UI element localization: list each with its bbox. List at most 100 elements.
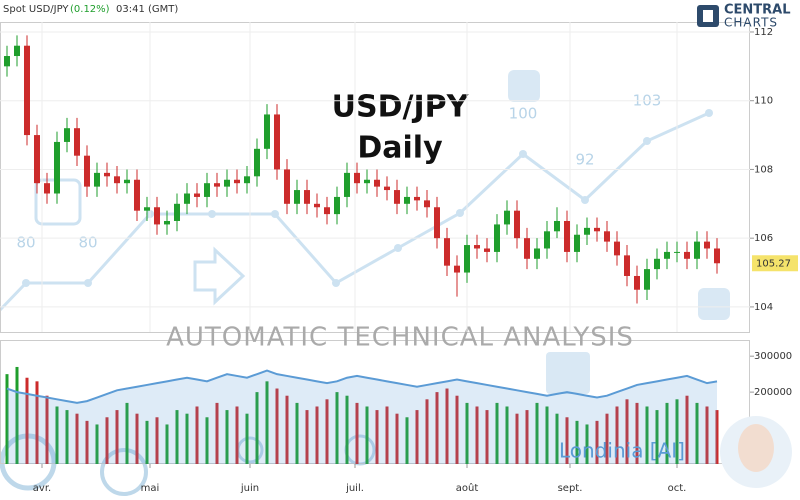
volume-bar [125,402,129,464]
candle-body [114,176,120,184]
volume-bar [215,402,219,464]
chart-title: USD/JPY [332,90,470,125]
volume-bar [245,413,249,464]
volume-bar [345,395,349,464]
volume-bar [685,395,689,464]
volume-bar [465,402,469,464]
volume-bar [505,406,509,464]
avatar-face [738,424,774,472]
candle-body [504,210,510,225]
volume-bar [435,392,439,464]
volume-bar [695,402,699,464]
candle-body [224,179,230,187]
volume-bar [605,413,609,464]
change: (0.12%) [70,4,110,15]
volume-bar [715,410,719,464]
volume-bar [565,417,569,464]
volume-bar [515,413,519,464]
time: 03:41 (GMT) [116,4,178,15]
volume-bar [355,402,359,464]
candle-body [124,179,130,184]
volume-bar [585,424,589,464]
volume-bar [25,377,29,464]
candle-body [144,207,150,211]
volume-bar [305,410,309,464]
y2-tick-label: 200000 [754,387,792,398]
candle-body [354,172,360,184]
candle-body [704,241,710,249]
volume-bar [135,413,139,464]
candle-body [394,190,400,204]
candle-body [104,172,110,177]
candle-body [444,238,450,266]
candle-body [524,238,530,259]
volume-bar [55,406,59,464]
volume-bar [365,406,369,464]
volume-bar [675,399,679,464]
candle-body [714,248,720,264]
x-tick-label: sept. [558,483,583,494]
candle-body [184,193,190,204]
candle-body [534,248,540,259]
candle-body [494,224,500,252]
candle-body [654,258,660,270]
chart-subtitle: Daily [357,131,443,166]
volume-bar [645,406,649,464]
x-tick-label: oct. [668,483,687,494]
volume-bar [375,410,379,464]
volume-bar [155,417,159,464]
candle-body [664,251,670,259]
volume-bar [705,406,709,464]
candle-body [314,203,320,208]
candle-body [454,265,460,273]
volume-bar [265,381,269,464]
candle-body [434,207,440,239]
volume-bar [555,413,559,464]
background-number: 80 [78,234,97,252]
volume-bar [575,420,579,464]
candle-body [254,148,260,177]
x-tick-label: juil. [345,483,364,494]
price-panel [0,22,750,333]
candle-body [294,190,300,204]
candle-body [694,241,700,259]
last-price-box [752,255,798,272]
volume-bar [445,388,449,464]
volume-bar [425,399,429,464]
last-price: 105.27 [756,258,791,269]
y-tick-label: 108 [754,164,773,175]
candle-body [174,203,180,221]
volume-bar [485,410,489,464]
candle-body [94,172,100,187]
candle-body [54,141,60,194]
volume-bar [185,413,189,464]
candle-body [4,56,10,67]
y-tick-label: 106 [754,233,773,244]
candle-body [514,210,520,239]
volume-bar [635,402,639,464]
candle-body [574,234,580,252]
volume-bar [315,406,319,464]
volume-bar [525,410,529,464]
volume-bar [95,424,99,464]
candle-body [474,245,480,249]
volume-bar [175,410,179,464]
watermark: AUTOMATIC TECHNICAL ANALYSIS [166,323,634,353]
volume-bar [405,417,409,464]
candle-body [74,128,80,156]
candle-body [324,207,330,215]
candle-body [584,227,590,235]
background-number: 80 [16,234,35,252]
background-number: 100 [509,105,538,123]
candle-body [214,183,220,187]
volume-bar [665,402,669,464]
candle-body [64,128,70,142]
candle-body [384,186,390,191]
brand: Londinia [AI] [559,439,685,463]
candle-body [424,200,430,208]
volume-bar [15,366,19,464]
volume-bar [625,399,629,464]
volume-bar [115,410,119,464]
candle-body [154,207,160,225]
volume-bar [75,413,79,464]
